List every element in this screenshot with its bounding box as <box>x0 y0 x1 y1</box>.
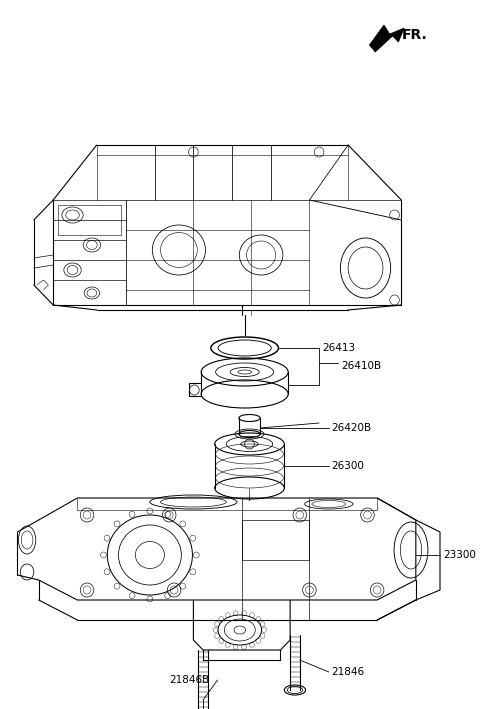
Text: 23300: 23300 <box>443 550 476 560</box>
Text: 26300: 26300 <box>332 461 365 471</box>
Text: FR.: FR. <box>401 28 427 42</box>
Text: 26420B: 26420B <box>332 423 372 433</box>
Text: 21846: 21846 <box>332 667 365 677</box>
Text: 26410B: 26410B <box>341 361 382 371</box>
Text: 21846B: 21846B <box>169 675 209 685</box>
Polygon shape <box>370 25 404 52</box>
Text: 26413: 26413 <box>322 343 355 353</box>
